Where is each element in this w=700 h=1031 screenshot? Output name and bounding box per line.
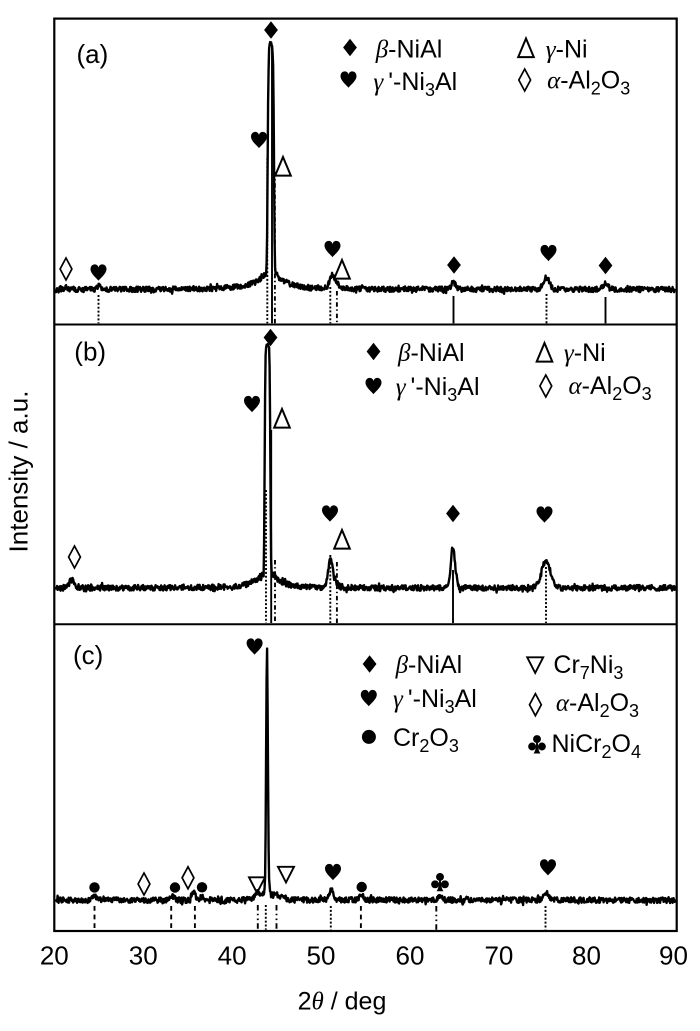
svg-text:α-Al2O3: α-Al2O3 [569,372,652,404]
svg-text:β-NiAl: β-NiAl [397,339,465,367]
svg-text:80: 80 [572,941,601,971]
svg-text:γ-Ni: γ-Ni [546,36,588,64]
svg-text:40: 40 [218,941,247,971]
svg-text:NiCr2O4: NiCr2O4 [552,730,641,762]
svg-text:γ '-Ni3Al: γ '-Ni3Al [373,68,457,100]
svg-text:β-NiAl: β-NiAl [375,36,443,64]
svg-text:Intensity / a.u.: Intensity / a.u. [4,391,34,553]
svg-text:(c): (c) [73,640,103,670]
svg-text:70: 70 [484,941,513,971]
svg-text:γ '-Ni3Al: γ '-Ni3Al [396,373,480,405]
svg-text:90: 90 [659,941,688,971]
svg-text:20: 20 [40,941,69,971]
svg-text:γ-Ni: γ-Ni [564,339,606,367]
svg-text:β-NiAl: β-NiAl [395,651,463,679]
svg-text:(b): (b) [74,337,106,367]
svg-text:(a): (a) [77,39,109,69]
svg-text:α-Al2O3: α-Al2O3 [547,67,630,99]
svg-text:2θ / deg: 2θ / deg [298,988,387,1016]
svg-text:α-Al2O3: α-Al2O3 [556,689,639,721]
svg-text:60: 60 [396,941,425,971]
svg-text:50: 50 [307,941,336,971]
svg-text:γ '-Ni3Al: γ '-Ni3Al [393,685,477,717]
svg-text:30: 30 [129,941,158,971]
